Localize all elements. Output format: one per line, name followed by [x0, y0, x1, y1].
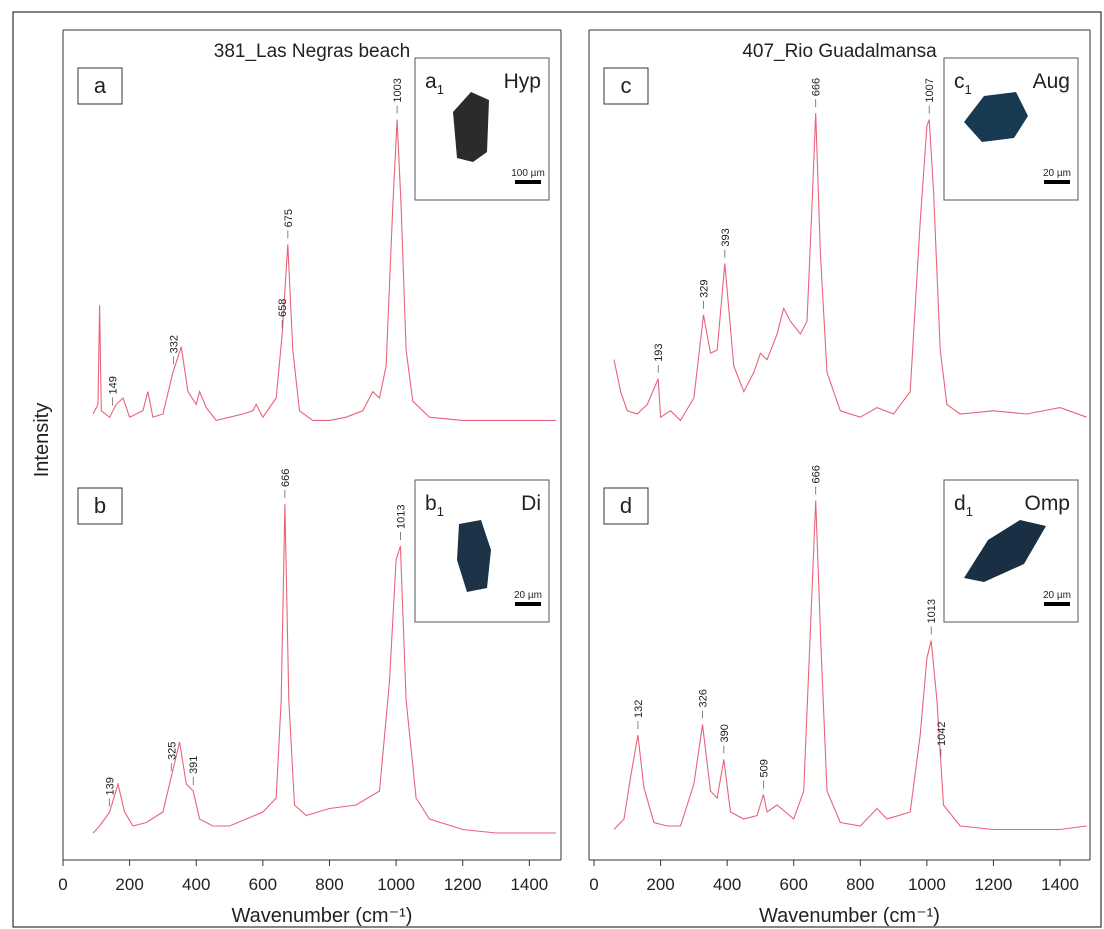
x-tick-label: 600: [249, 875, 277, 894]
peak-label: 326: [698, 689, 710, 707]
spectrum-line: [613, 113, 1087, 422]
peak-label: 1003: [392, 78, 404, 102]
inset-scale-label: 100 µm: [511, 168, 545, 179]
peak-label: 666: [811, 78, 823, 96]
peak-label: 658: [277, 299, 289, 317]
inset-label-subscript: 1: [966, 504, 973, 519]
inset-label-subscript: 1: [437, 82, 444, 97]
mineral-grain: [453, 92, 489, 162]
inset-label-letter: b: [425, 492, 437, 515]
inset-scale-label: 20 µm: [1043, 590, 1071, 601]
inset-mineral: Di: [521, 492, 541, 515]
x-tick-label: 200: [646, 875, 674, 894]
x-tick-label: 800: [315, 875, 343, 894]
x-tick-label: 1400: [1041, 875, 1079, 894]
peak-label: 666: [811, 465, 823, 483]
x-tick-label: 0: [589, 875, 598, 894]
x-tick-label: 600: [780, 875, 808, 894]
x-tick-label: 400: [182, 875, 210, 894]
inset-label-subscript: 1: [965, 82, 972, 97]
peak-label: 1007: [924, 78, 936, 102]
spectrum-line: [92, 119, 556, 422]
peak-label: 391: [188, 756, 200, 774]
panel-label: b: [94, 493, 106, 518]
inset-label-letter: a: [425, 70, 437, 93]
mineral-grain: [964, 92, 1028, 142]
x-tick-label: 1000: [908, 875, 946, 894]
panel-label: c: [621, 73, 632, 98]
inset-label: c1: [954, 70, 972, 97]
peak-label: 139: [104, 777, 116, 795]
x-tick-label: 800: [846, 875, 874, 894]
x-tick-label: 1000: [377, 875, 415, 894]
figure-frame: [12, 11, 1102, 928]
inset-mineral: Aug: [1033, 70, 1070, 93]
peak-label: 332: [169, 335, 181, 353]
inset-label: d1: [954, 492, 973, 519]
panel-label-box: [77, 487, 123, 525]
peak-label: 1013: [926, 599, 938, 623]
peak-label: 1042: [936, 722, 948, 746]
x-tick-label: 0: [58, 875, 67, 894]
spectrum-line: [613, 500, 1087, 831]
panel-label-box: [603, 67, 649, 105]
panel-label: a: [94, 73, 107, 98]
inset-label: b1: [425, 492, 444, 519]
peak-label: 675: [283, 209, 295, 227]
peak-label: 393: [720, 228, 732, 246]
x-axis-label: Wavenumber (cm⁻¹): [232, 905, 413, 927]
mineral-grain: [457, 520, 491, 592]
panel-label: d: [620, 493, 632, 518]
peak-label: 509: [758, 759, 770, 777]
inset-label-subscript: 1: [437, 504, 444, 519]
peak-label: 390: [719, 724, 731, 742]
chart-title: 407_Rio Guadalmansa: [742, 41, 937, 62]
panel-label-box: [77, 67, 123, 105]
inset-label: a1: [425, 70, 444, 97]
inset-mineral: Omp: [1024, 492, 1070, 515]
inset-mineral: Hyp: [504, 70, 541, 93]
x-tick-label: 400: [713, 875, 741, 894]
peak-label: 1013: [395, 505, 407, 529]
inset-scale-label: 20 µm: [1043, 168, 1071, 179]
inset-scale-label: 20 µm: [514, 590, 542, 601]
chart-title: 381_Las Negras beach: [214, 41, 410, 62]
peak-label: 132: [633, 700, 645, 718]
peak-label: 149: [108, 376, 120, 394]
peak-label: 193: [653, 343, 665, 361]
x-tick-label: 1200: [975, 875, 1013, 894]
peak-label: 666: [280, 469, 292, 487]
spectrum-line: [92, 503, 556, 834]
x-tick-label: 1400: [510, 875, 548, 894]
y-axis-label: Intensity: [31, 403, 53, 477]
mineral-grain: [964, 520, 1046, 582]
x-tick-label: 1200: [444, 875, 482, 894]
peak-label: 329: [699, 279, 711, 297]
peak-label: 325: [166, 742, 178, 760]
panel-label-box: [603, 487, 649, 525]
inset-label-letter: d: [954, 492, 966, 515]
inset-label-letter: c: [954, 70, 965, 93]
x-tick-label: 200: [115, 875, 143, 894]
x-axis-label: Wavenumber (cm⁻¹): [759, 905, 940, 927]
